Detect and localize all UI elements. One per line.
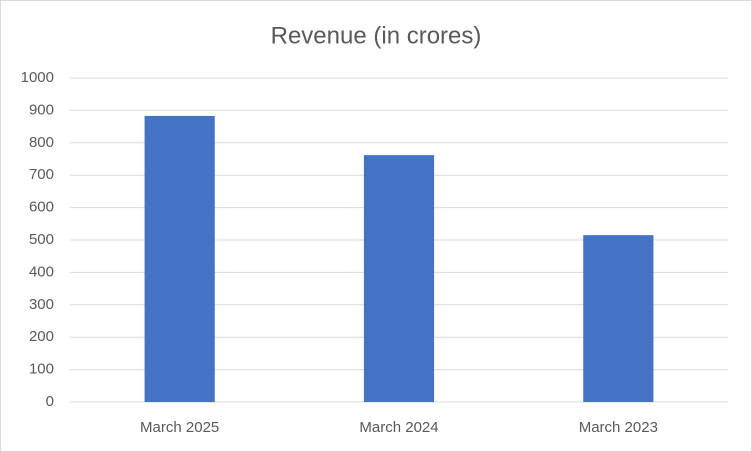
y-tick-label: 600 [29, 199, 54, 216]
x-tick-label: March 2023 [579, 419, 658, 436]
y-tick-label: 1000 [21, 69, 54, 86]
y-tick-label: 800 [29, 134, 54, 151]
x-tick-label: March 2025 [140, 419, 219, 436]
bar [363, 155, 435, 402]
bar [144, 115, 215, 403]
y-tick-label: 900 [29, 101, 54, 118]
chart-title: Revenue (in crores) [271, 22, 482, 49]
bar [583, 235, 654, 402]
y-tick-label: 0 [46, 393, 54, 410]
y-tick-label: 300 [29, 296, 54, 313]
y-tick-label: 700 [29, 166, 54, 183]
y-tick-label: 400 [29, 263, 54, 280]
x-tick-label: March 2024 [359, 419, 438, 436]
y-tick-label: 500 [29, 231, 54, 248]
y-tick-label: 100 [29, 361, 54, 378]
y-tick-label: 200 [29, 328, 54, 345]
